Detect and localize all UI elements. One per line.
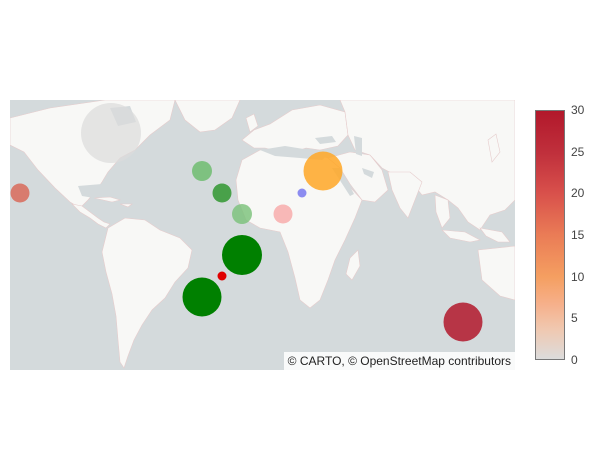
marker-atlantic-small[interactable] — [217, 271, 227, 281]
map[interactable]: © CARTO, © OpenStreetMap contributors — [10, 100, 515, 370]
gulf-of-mexico — [78, 184, 108, 198]
marker-atlantic-south[interactable] — [182, 277, 222, 317]
markers — [10, 103, 483, 342]
colorbar-gradient — [535, 110, 565, 360]
colorbar-tick-30: 30 — [571, 103, 585, 117]
black-sea — [315, 136, 336, 144]
colorbar-tick-0: 0 — [571, 353, 578, 367]
land-japan — [487, 133, 501, 163]
marker-atlantic-equator[interactable] — [222, 235, 262, 275]
colorbar: 30 25 20 15 10 5 0 — [535, 104, 584, 366]
persian-gulf — [362, 168, 374, 178]
land-british-isles — [245, 113, 259, 133]
land-europe — [241, 104, 349, 153]
marker-atlantic-north-1[interactable] — [192, 161, 212, 181]
marker-north-america[interactable] — [81, 103, 141, 163]
land-central-america — [71, 203, 111, 229]
marker-west-africa[interactable] — [273, 204, 293, 224]
caspian-sea — [354, 136, 362, 156]
land-masses — [10, 100, 515, 369]
marker-middle-east[interactable] — [303, 151, 343, 191]
land-india — [387, 171, 423, 219]
land-south-america — [101, 217, 193, 369]
colorbar-tick-10: 10 — [571, 269, 585, 284]
land-se-asia — [434, 194, 451, 229]
colorbar-tick-25: 25 — [571, 144, 585, 159]
marker-atlantic-north-3[interactable] — [232, 204, 252, 224]
marker-pacific-west[interactable] — [10, 183, 30, 203]
marker-atlantic-north-2[interactable] — [212, 183, 232, 203]
basemap — [10, 100, 515, 369]
colorbar-tick-20: 20 — [571, 186, 585, 201]
land-asia — [339, 100, 515, 231]
land-australia — [477, 245, 515, 301]
colorbar-tick-5: 5 — [571, 311, 578, 326]
land-caribbean — [93, 196, 133, 208]
marker-indian-ocean[interactable] — [443, 302, 483, 342]
land-greenland — [174, 100, 241, 133]
map-attribution[interactable]: © CARTO, © OpenStreetMap contributors — [283, 352, 515, 370]
marker-sahara[interactable] — [297, 188, 307, 198]
colorbar-tick-15: 15 — [571, 228, 585, 242]
land-madagascar — [345, 249, 361, 281]
land-indonesia — [441, 227, 511, 243]
